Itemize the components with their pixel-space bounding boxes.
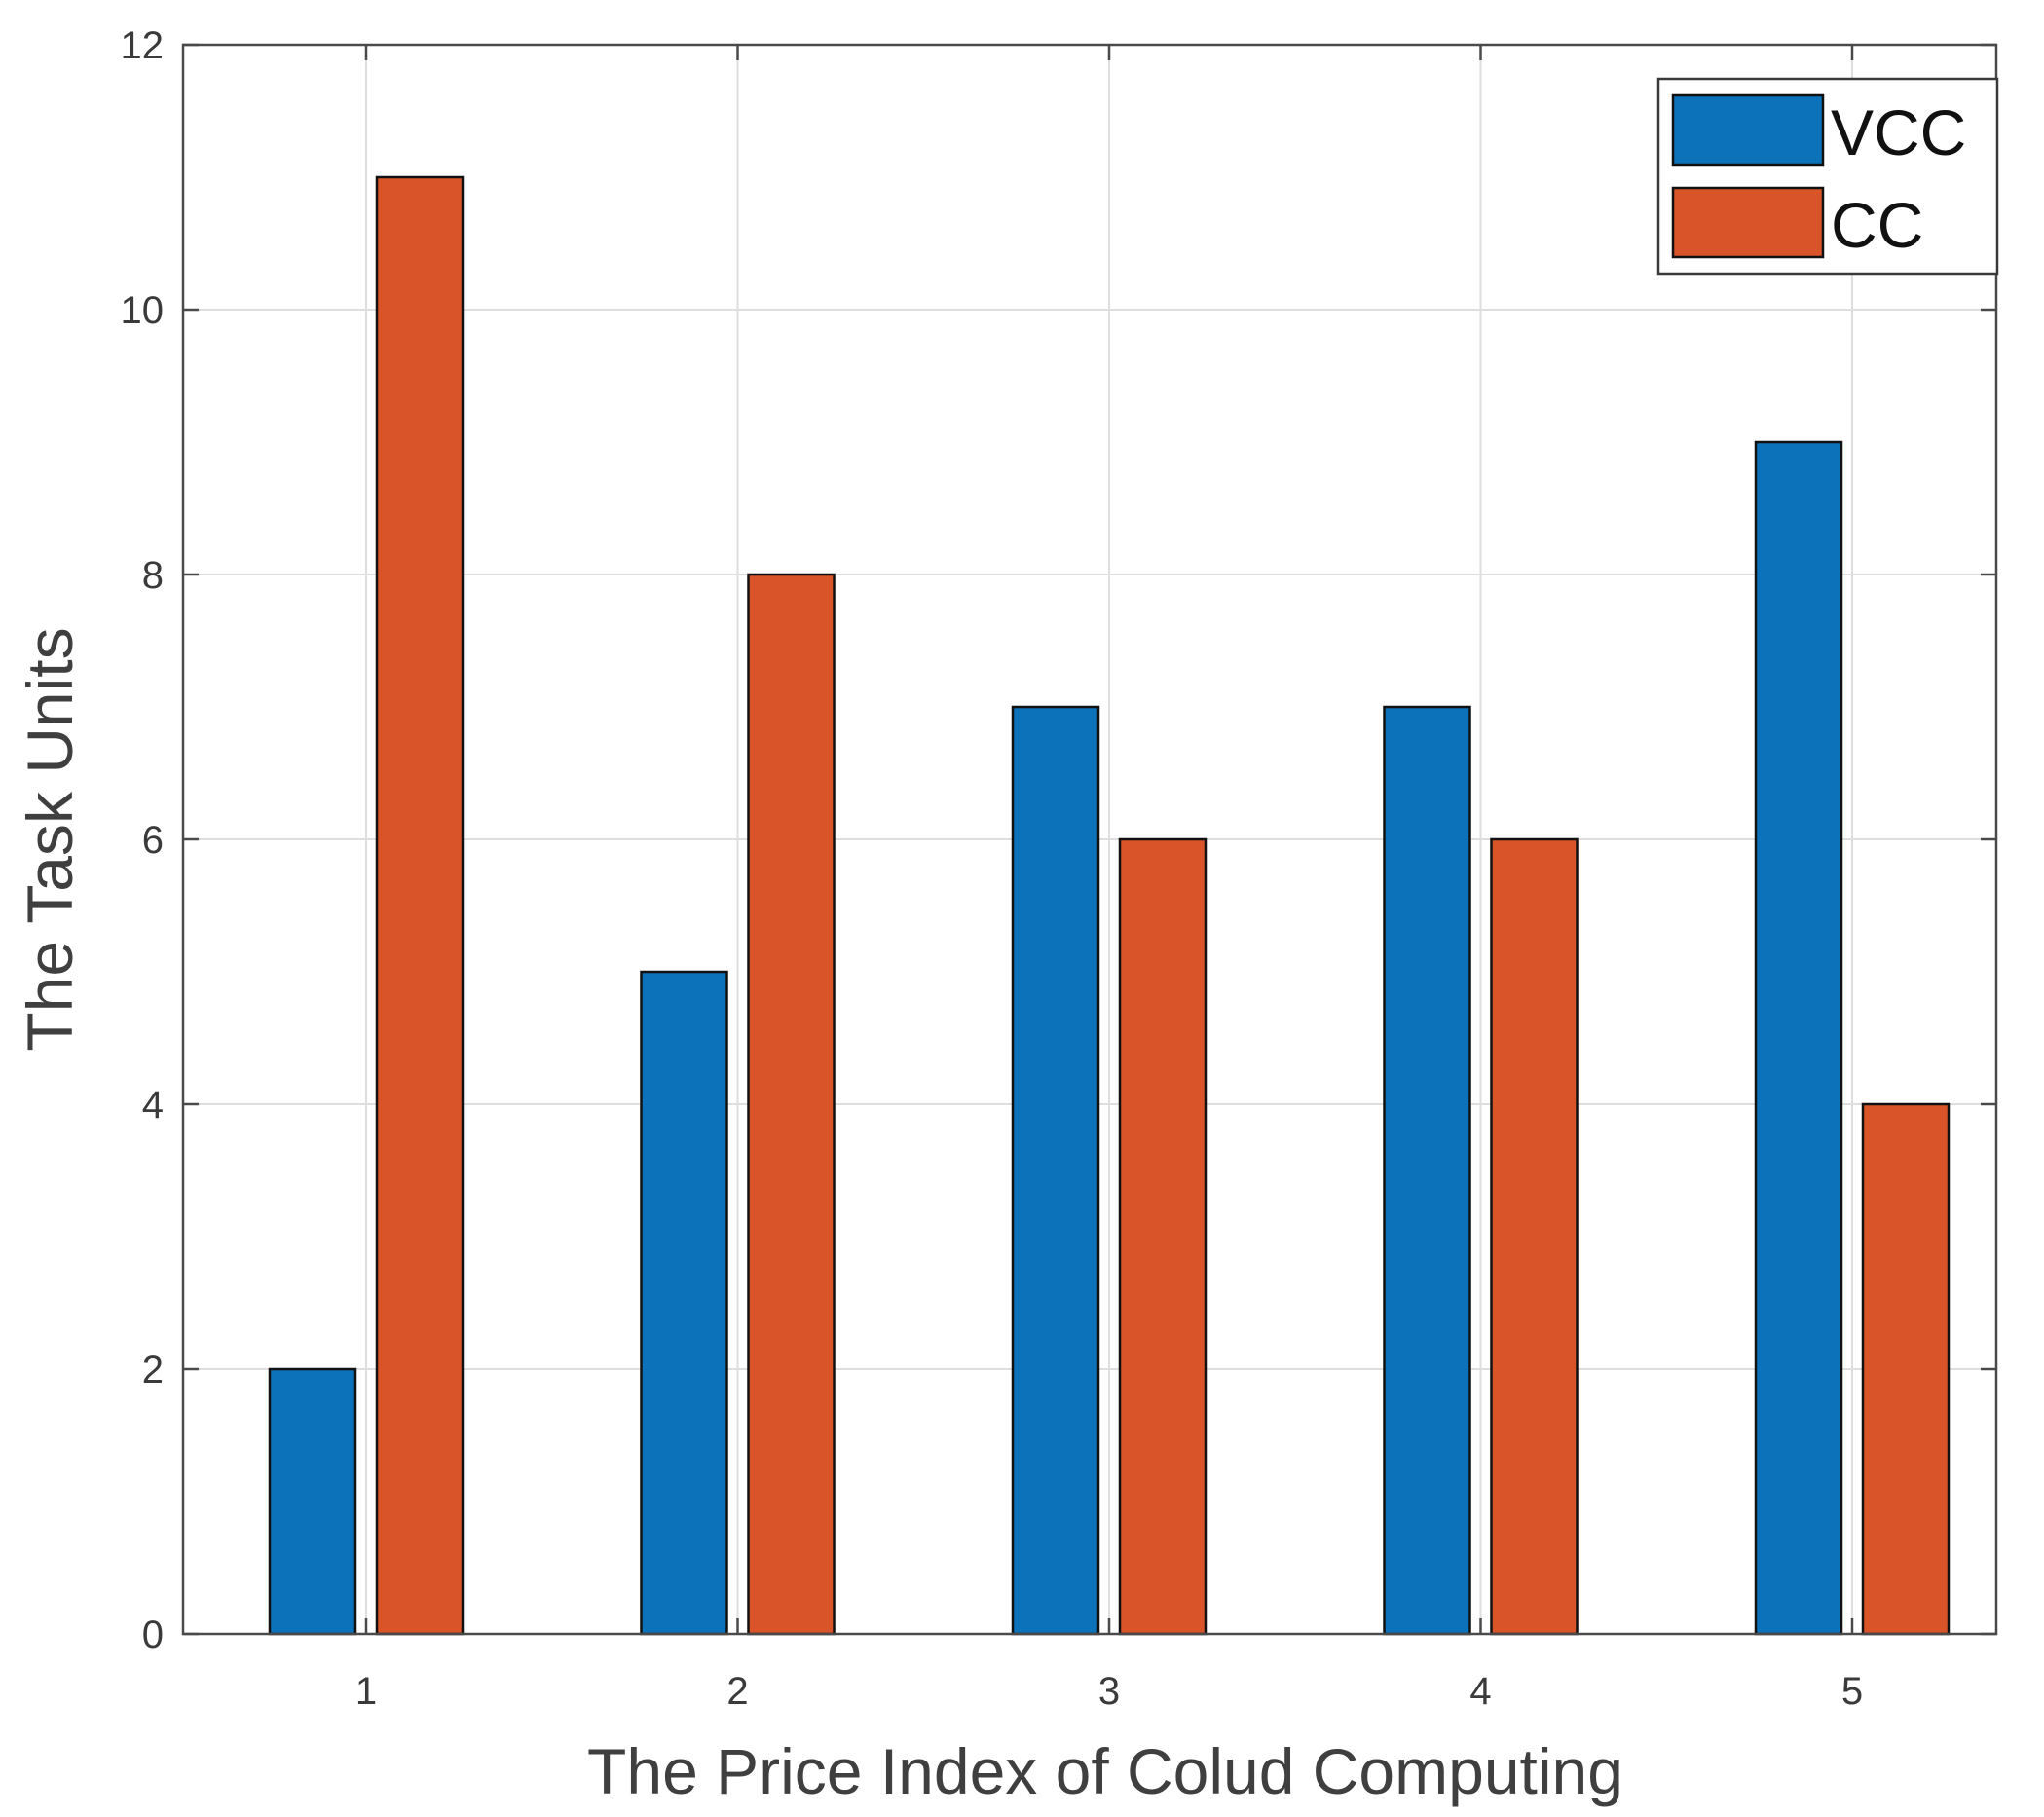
bar-cc-3 [1118,837,1208,1636]
y-tick-labels: 0 2 4 6 8 10 12 [121,24,165,1656]
bar-vcc-1 [268,1367,357,1636]
y-tick-label: 4 [142,1084,164,1127]
x-tick-label: 1 [355,1670,377,1713]
bars [268,175,1951,1636]
y-axis-label: The Task Units [14,627,86,1051]
legend: VCC CC [1656,77,1999,276]
bar-vcc-4 [1383,705,1471,1636]
x-tick-labels: 1 2 3 4 5 [355,1670,1863,1713]
legend-swatch-cc [1671,186,1825,259]
y-tick-label: 8 [142,554,164,597]
y-tick-label: 12 [121,24,165,67]
bar-cc-5 [1861,1102,1951,1636]
bar-vcc-2 [640,970,728,1636]
bar-cc-1 [375,175,465,1636]
x-axis-label: The Price Index of Colud Computing [587,1735,1623,1807]
axis-ticks [183,43,1996,1636]
x-tick-label: 3 [1098,1670,1120,1713]
legend-label-cc: CC [1831,189,1923,261]
y-tick-label: 2 [142,1349,164,1391]
y-tick-label: 10 [121,289,165,332]
x-tick-label: 4 [1469,1670,1491,1713]
y-tick-label: 6 [142,819,164,862]
x-tick-label: 2 [726,1670,748,1713]
bar-vcc-3 [1011,705,1100,1636]
bar-cc-4 [1490,837,1579,1636]
legend-swatch-vcc [1671,93,1825,167]
y-tick-label: 0 [142,1613,164,1656]
bar-cc-2 [747,573,836,1636]
x-tick-label: 5 [1841,1670,1863,1713]
legend-label-vcc: VCC [1831,96,1966,168]
bar-vcc-5 [1754,440,1843,1636]
